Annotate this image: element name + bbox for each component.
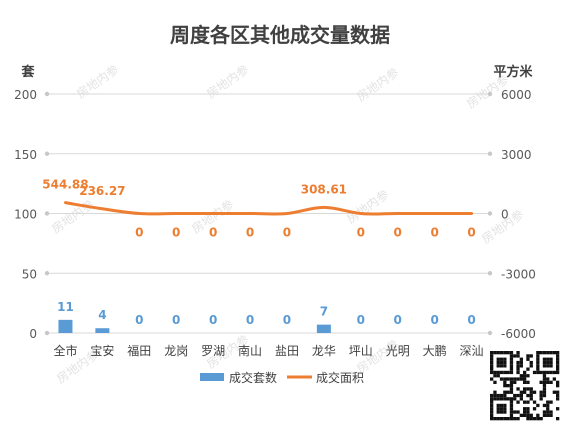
y-right-tick-label: -6000 [501,327,536,341]
gridline-marker [44,330,50,336]
watermark-text: 房地内参 [353,64,401,104]
line-data-label: 0 [246,226,254,240]
bar-data-label: 4 [98,308,106,322]
bar-data-label: 0 [430,313,438,327]
x-tick-label: 盐田 [275,344,299,358]
chart-title: 周度各区其他成交量数据 [170,23,390,47]
gridline-marker [44,151,50,156]
x-tick-label: 宝安 [90,343,114,358]
bar-data-label: 0 [135,313,143,327]
x-tick-label: 南山 [238,343,262,358]
bar-data-label: 0 [172,313,180,327]
bar [316,324,331,333]
bar-data-label: 0 [209,313,217,327]
line-data-label: 0 [467,226,475,240]
y-left-tick-label: 100 [14,208,37,222]
legend-swatch-bar [200,373,224,381]
y-left-tick-label: 50 [22,267,37,281]
bar-data-label: 0 [467,313,475,327]
line-data-label: 0 [283,226,291,240]
watermark-text: 房地内参 [73,61,121,101]
x-tick-label: 深汕 [460,344,484,358]
bar-data-label: 7 [320,305,328,319]
bar-data-label: 0 [357,313,365,327]
gridline-marker [44,211,50,216]
line-data-label: 544.88 [42,178,88,192]
line-series [63,201,474,216]
bar [95,328,110,333]
gridline-marker [44,91,50,97]
bar-data-label: 0 [283,313,291,327]
x-tick-label: 大鹏 [423,344,447,358]
gridline-marker [487,271,493,276]
qr-code [488,349,562,423]
line-data-label: 0 [172,226,180,240]
bar-data-label: 0 [246,313,254,327]
y-left-tick-label: 150 [14,148,37,162]
x-tick-label: 全市 [53,343,77,358]
x-tick-label: 光明 [386,344,410,358]
watermark-text: 房地内参 [203,61,251,101]
bar-data-label: 0 [394,313,402,327]
legend-label: 成交套数 [229,370,277,385]
y-right-tick-label: -3000 [501,267,536,281]
line-data-label: 0 [135,226,143,240]
line-data-label: 0 [209,226,217,240]
y-left-tick-label: 200 [14,88,37,102]
gridline-marker [487,151,493,156]
gridline-marker [487,91,493,97]
watermark-text: 房地内参 [343,186,391,226]
line-data-label: 0 [357,226,365,240]
gridline-marker [44,271,50,276]
y-right-tick-label: 0 [501,208,509,222]
y-right-tick-label: 3000 [501,148,532,162]
y-left-tick-label: 0 [29,327,37,341]
y-right-tick-label: 6000 [501,88,532,102]
y-right-axis-label: 平方米 [493,64,533,80]
bar-data-label: 11 [57,300,74,314]
x-tick-label: 龙岗 [164,344,188,358]
bar [58,319,73,333]
x-tick-label: 罗湖 [201,343,225,358]
line-data-label: 0 [430,226,438,240]
line-data-label: 0 [394,226,402,240]
y-left-axis-label: 套 [20,64,35,80]
legend-label: 成交面积 [316,370,364,385]
x-tick-label: 龙华 [312,344,336,358]
x-tick-label: 坪山 [349,344,373,358]
gridline-marker [487,211,493,216]
line-data-label: 308.61 [301,182,347,196]
gridline-marker [487,330,493,336]
x-tick-label: 福田 [127,343,151,358]
line-data-label: 236.27 [79,184,125,198]
